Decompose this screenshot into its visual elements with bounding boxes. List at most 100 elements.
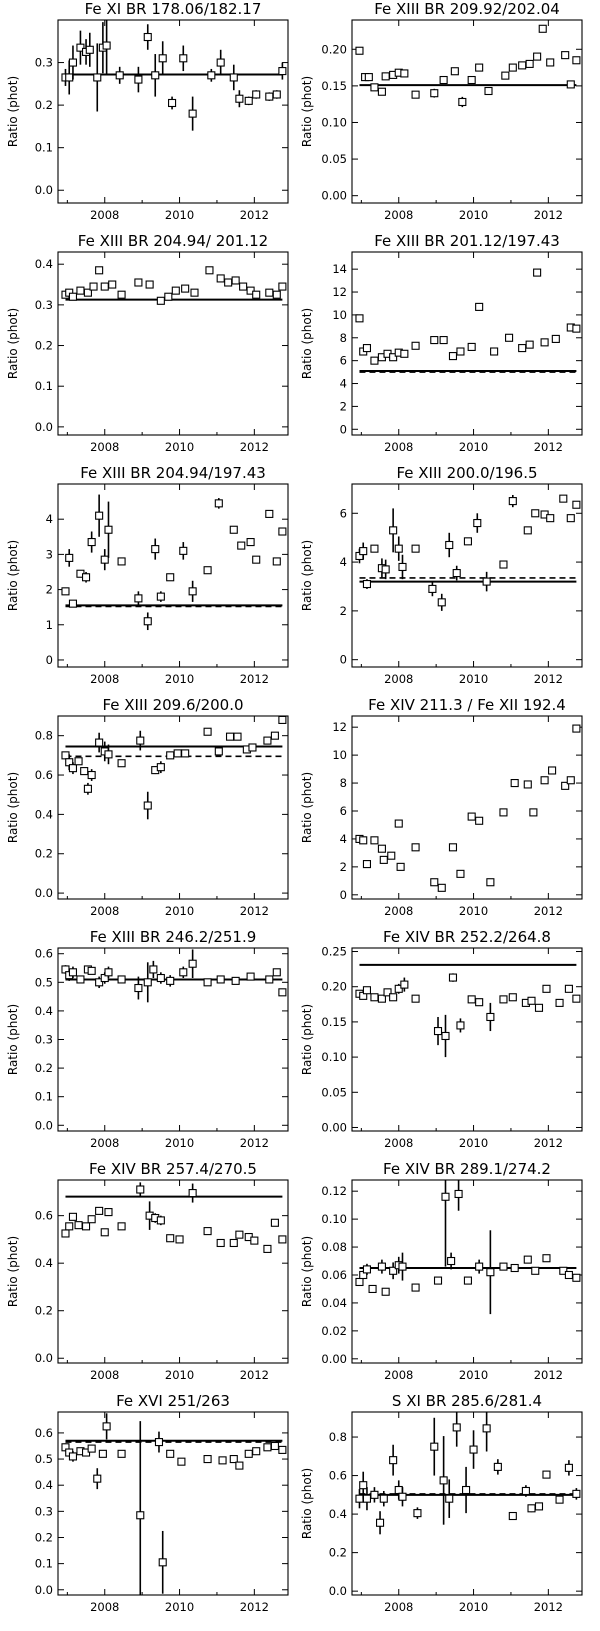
data-point [166,1449,175,1458]
chart-title: Fe XIV BR 252.2/264.8 [383,928,551,946]
data-point [486,878,495,887]
data-point [117,759,126,768]
data-point [542,1470,551,1479]
data-point [377,87,386,96]
data-point [134,594,143,603]
data-point [377,994,386,1003]
chart-panel-10: Fe XIV BR 252.2/264.8 Ratio (phot) 0.00 0.0… [300,928,583,1150]
y-tick-label: 0.00 [321,189,347,203]
x-tick-label: 2012 [240,1136,269,1150]
data-point [235,94,244,103]
y-tick-label: 1 [46,618,53,632]
data-point [359,547,368,556]
data-point [510,779,519,788]
data-point [136,736,145,745]
data-point [370,1490,379,1499]
data-point [534,1003,544,1012]
y-tick-label: 0.2 [35,847,53,861]
data-point [566,514,575,523]
data-point [156,763,165,772]
data-point [400,69,409,78]
data-point [364,73,373,82]
data-point [362,1494,372,1503]
data-point [171,286,180,295]
data-point [278,1445,287,1454]
x-tick-label: 2012 [240,1600,269,1614]
data-point [381,72,390,81]
plot-frame [351,1411,583,1596]
data-point [433,1027,443,1036]
data-point [145,280,154,289]
data-point [467,812,476,821]
data-point [81,573,91,582]
x-tick-label: 2012 [240,1368,269,1382]
data-point [68,292,78,301]
chart-title: Fe XIV BR 257.4/270.5 [89,1160,257,1178]
plot-frame [351,251,583,436]
chart-panel-2: Fe XIII BR 209.92/202.04 Ratio (phot) 0.00… [300,0,583,222]
data-point [398,562,407,572]
y-tick-label: 4 [340,377,347,391]
data-point [252,90,261,99]
data-point [508,1511,517,1521]
data-point [362,579,372,589]
data-point [394,819,403,828]
data-point [529,808,538,817]
y-tick-label: 4 [46,512,53,526]
data-point [379,855,388,864]
data-point [389,353,398,362]
data-point [95,738,104,747]
data-point [398,1492,407,1501]
data-point [166,1234,175,1243]
data-point [87,1444,96,1453]
data-point [486,1012,495,1022]
data-point [564,984,573,993]
data-point [244,1449,253,1458]
y-axis-label: Ratio (phot) [6,76,20,147]
data-point [95,1206,104,1215]
data-point [456,347,465,356]
chart-panel-13: Fe XVI 251/263 0.0 0.1 0.2 0.3 0.4 0.5 0.6 2008 2… [35,1392,289,1614]
x-tick-label: 2010 [459,440,488,454]
data-point [87,770,96,780]
chart-title: Fe XIII BR 246.2/251.9 [90,928,257,946]
y-tick-label: 6 [340,354,347,368]
data-point [525,59,534,68]
chart-title: Fe XIII 200.0/196.5 [396,464,537,482]
data-point [456,869,465,878]
data-point [452,1423,461,1432]
y-axis-label: Ratio (phot) [300,76,314,147]
data-point [475,302,484,311]
data-point [156,973,165,983]
data-point [564,1463,573,1472]
y-tick-label: 6 [340,506,347,520]
y-tick-label: 0.3 [35,298,53,312]
data-point [518,344,527,353]
data-point [531,1266,540,1275]
data-point [383,988,392,997]
data-point [381,565,390,574]
data-point [102,1422,111,1431]
x-tick-label: 2008 [384,1368,413,1382]
x-tick-label: 2010 [459,1136,488,1150]
data-point [263,1443,272,1452]
data-point [499,560,508,569]
data-point [475,998,484,1007]
chart-title: Fe XIV 211.3 / Fe XII 192.4 [368,696,566,714]
plot-frame [351,1179,583,1364]
data-point [68,1212,78,1221]
plot-frame [57,715,289,900]
data-point [389,1266,398,1275]
data-point [235,1230,244,1239]
data-point [235,1461,244,1470]
data-point [76,286,85,295]
data-point [190,288,199,297]
y-tick-label: 0.6 [35,1209,53,1223]
data-point [61,751,70,760]
chart-panel-5: Fe XIII BR 204.94/197.43 Ratio (phot) 0 1 2 3… [6,464,289,686]
plot-frame [57,1179,289,1364]
data-point [355,1494,364,1503]
data-point [225,732,235,741]
data-point [527,996,536,1005]
